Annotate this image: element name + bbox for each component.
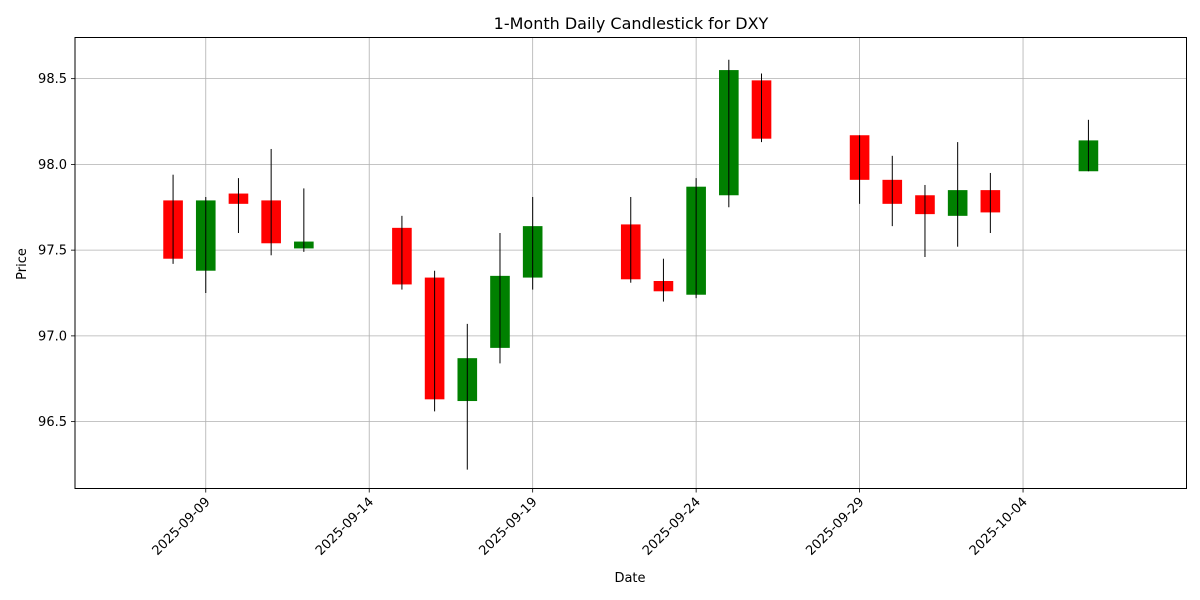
candle-down: [980, 172, 1001, 233]
y-axis-ticks: 96.5 97.0 97.5 98.0 98.5: [38, 72, 75, 430]
candle-down: [653, 258, 674, 302]
x-axis-label: Date: [614, 571, 645, 586]
candle-up: [947, 142, 968, 247]
candle-up: [195, 196, 216, 294]
candle-down: [751, 73, 772, 143]
y-tick-label: 98.5: [38, 72, 67, 87]
candle-down: [163, 174, 183, 264]
plot-frame: [74, 37, 1187, 489]
candle-up: [490, 232, 510, 364]
y-axis-label: Price: [15, 248, 30, 280]
candle-down: [392, 215, 412, 290]
y-tick-label: 97.5: [38, 244, 67, 259]
chart-title: 1-Month Daily Candlestick for DXY: [494, 14, 769, 33]
x-tick-label: 2025-09-29: [803, 495, 867, 559]
candle-down: [424, 270, 445, 412]
candle-down: [849, 135, 870, 204]
candle-up: [1078, 119, 1099, 172]
candle-up: [686, 178, 706, 299]
y-tick-label: 98.0: [38, 158, 67, 173]
x-tick-label: 2025-09-14: [313, 495, 377, 559]
candles: [163, 59, 1099, 470]
candle-up: [457, 323, 478, 470]
candle-down: [915, 184, 935, 257]
candle-down: [882, 155, 903, 227]
x-tick-label: 2025-09-19: [476, 495, 540, 559]
candle-down: [261, 148, 281, 256]
candle-up: [294, 188, 314, 252]
candle-up: [719, 59, 739, 208]
candle-up: [522, 196, 543, 290]
x-axis-ticks: 2025-09-09 2025-09-14 2025-09-19 2025-09-24…: [150, 488, 1031, 559]
candle-down: [620, 196, 641, 283]
x-tick-label: 2025-09-24: [640, 495, 704, 559]
y-tick-label: 96.5: [38, 415, 67, 430]
x-tick-label: 2025-10-04: [967, 495, 1031, 559]
y-tick-label: 97.0: [38, 329, 67, 344]
x-tick-label: 2025-09-09: [150, 495, 214, 559]
candle-down: [228, 178, 249, 233]
